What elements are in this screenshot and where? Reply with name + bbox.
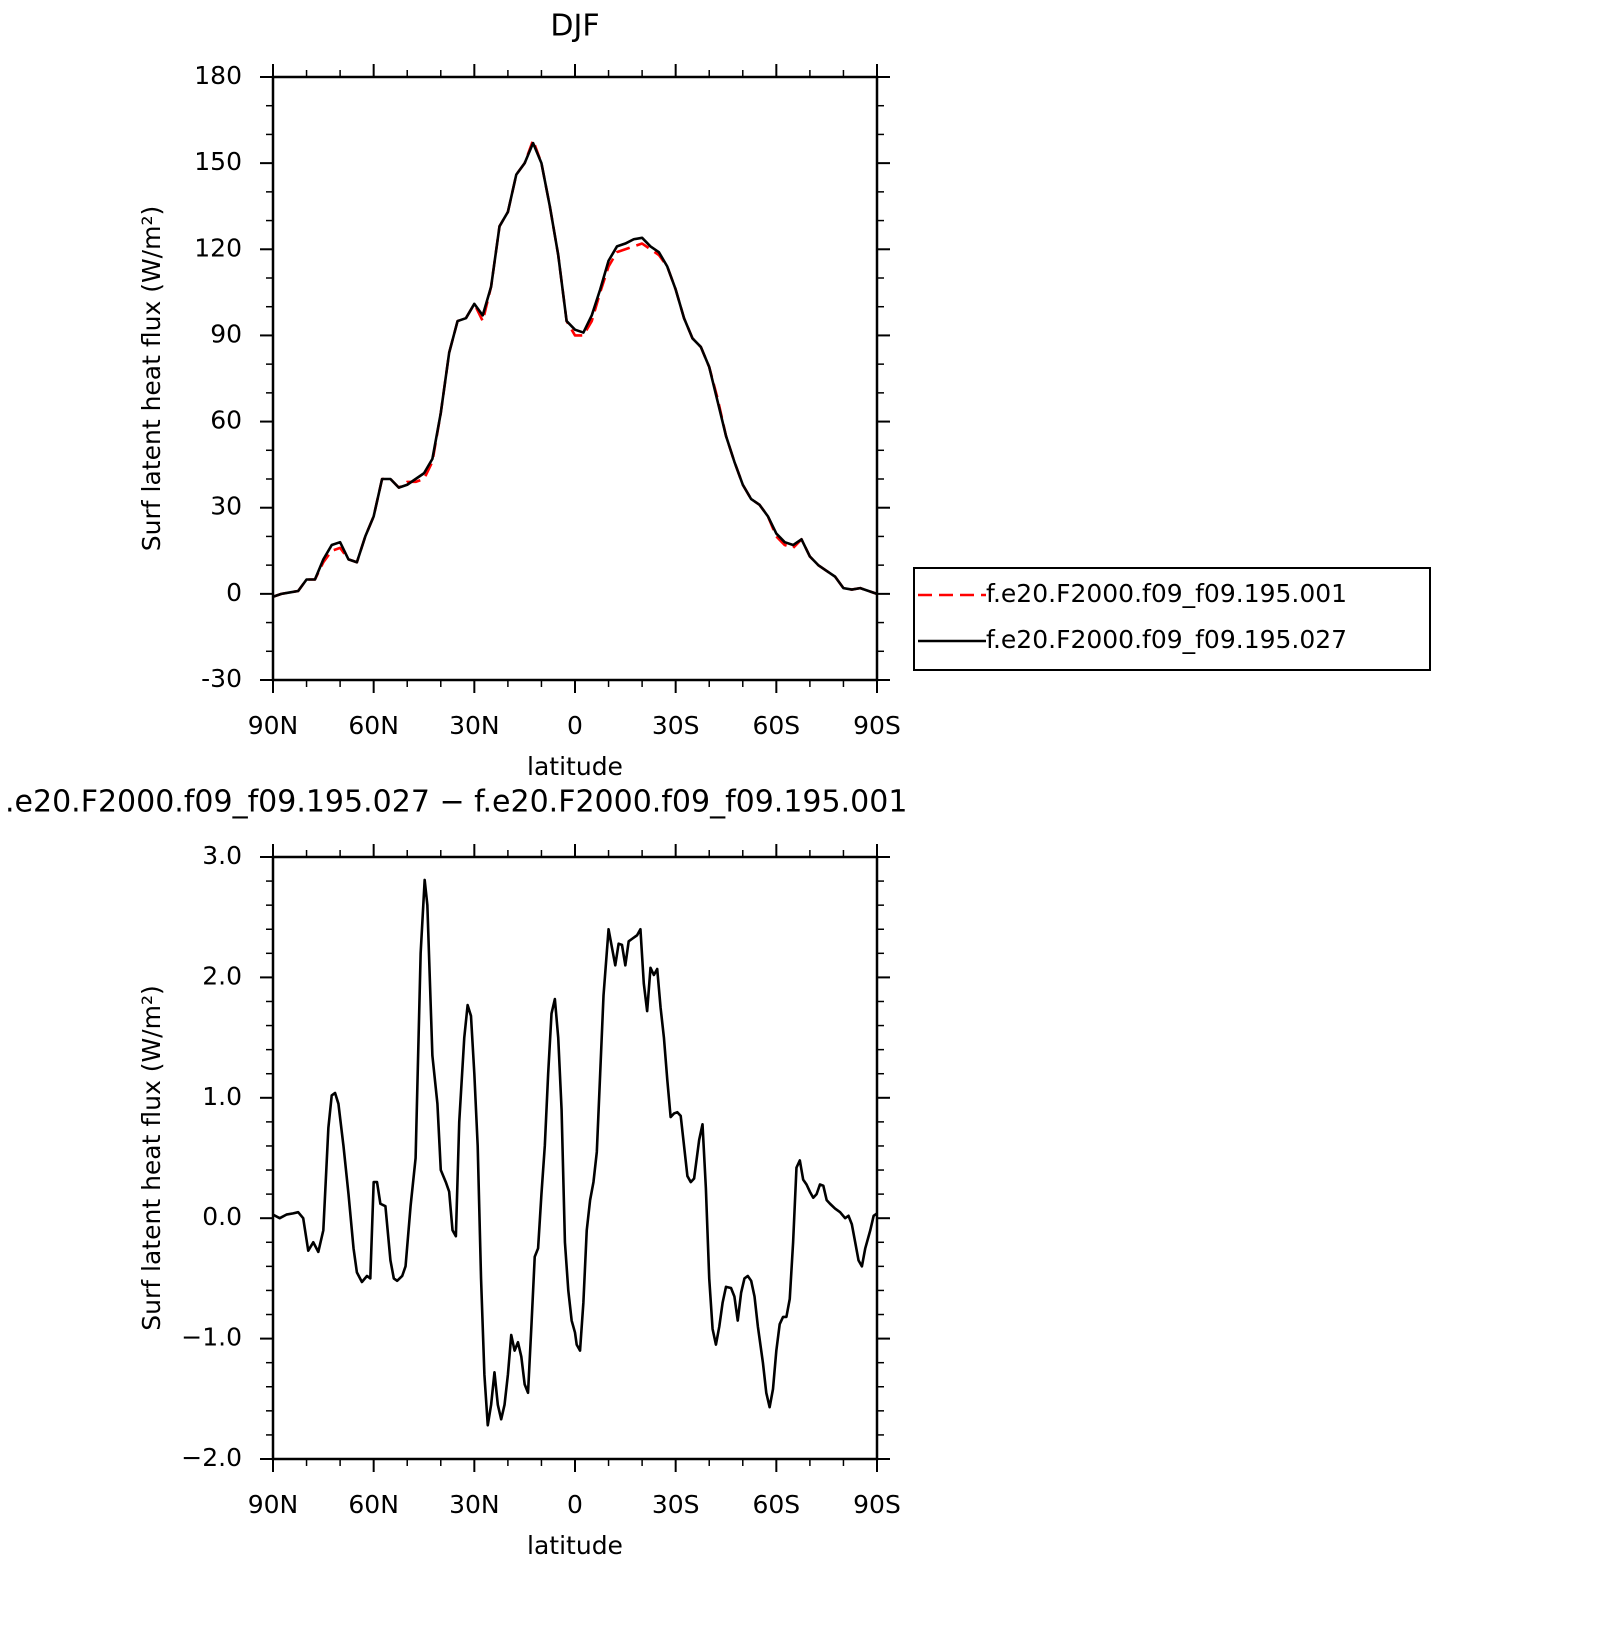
chart-title: .e20.F2000.f09_f09.195.027 − f.e20.F2000… bbox=[5, 785, 907, 820]
x-tick-label: 60S bbox=[752, 711, 800, 740]
x-tick-label: 90N bbox=[248, 1490, 299, 1519]
y-tick-label: 0.0 bbox=[202, 1202, 242, 1231]
y-tick-label: 120 bbox=[194, 233, 242, 262]
x-tick-label: 90S bbox=[853, 1490, 901, 1519]
data-line bbox=[272, 878, 878, 1427]
x-tick-label: 30N bbox=[449, 711, 500, 740]
x-axis-label: latitude bbox=[527, 752, 623, 781]
y-axis-label: Surf latent heat flux (W/m²) bbox=[137, 985, 166, 1330]
x-tick-label: 60S bbox=[752, 1490, 800, 1519]
x-tick-label: 90N bbox=[248, 711, 299, 740]
legend-label: f.e20.F2000.f09_f09.195.027 bbox=[986, 625, 1347, 654]
x-tick-label: 0 bbox=[567, 711, 583, 740]
y-tick-label: 0 bbox=[226, 578, 242, 607]
y-tick-label: 90 bbox=[210, 319, 242, 348]
y-tick-label: 150 bbox=[194, 147, 242, 176]
x-tick-label: 90S bbox=[853, 711, 901, 740]
x-tick-label: 30N bbox=[449, 1490, 500, 1519]
legend-label: f.e20.F2000.f09_f09.195.001 bbox=[986, 579, 1347, 608]
chart-title: DJF bbox=[550, 9, 599, 44]
y-tick-label: 1.0 bbox=[202, 1082, 242, 1111]
y-tick-label: 60 bbox=[210, 406, 242, 435]
y-tick-label: 30 bbox=[210, 492, 242, 521]
x-tick-label: 0 bbox=[567, 1490, 583, 1519]
x-tick-label: 30S bbox=[652, 1490, 700, 1519]
x-tick-label: 60N bbox=[348, 711, 399, 740]
plot-frame bbox=[271, 75, 879, 682]
x-tick-label: 60N bbox=[348, 1490, 399, 1519]
y-tick-label: -30 bbox=[201, 664, 242, 693]
y-tick-label: 2.0 bbox=[202, 961, 242, 990]
y-tick-label: −1.0 bbox=[181, 1323, 242, 1352]
x-axis-label: latitude bbox=[527, 1531, 623, 1560]
y-axis-label: Surf latent heat flux (W/m²) bbox=[137, 206, 166, 551]
plot-frame bbox=[271, 855, 879, 1461]
y-tick-label: 3.0 bbox=[202, 841, 242, 870]
data-line bbox=[272, 138, 878, 598]
data-line bbox=[272, 141, 878, 598]
x-tick-label: 30S bbox=[652, 711, 700, 740]
legend-box bbox=[913, 567, 1431, 671]
y-tick-label: 180 bbox=[194, 61, 242, 90]
y-tick-label: −2.0 bbox=[181, 1443, 242, 1472]
